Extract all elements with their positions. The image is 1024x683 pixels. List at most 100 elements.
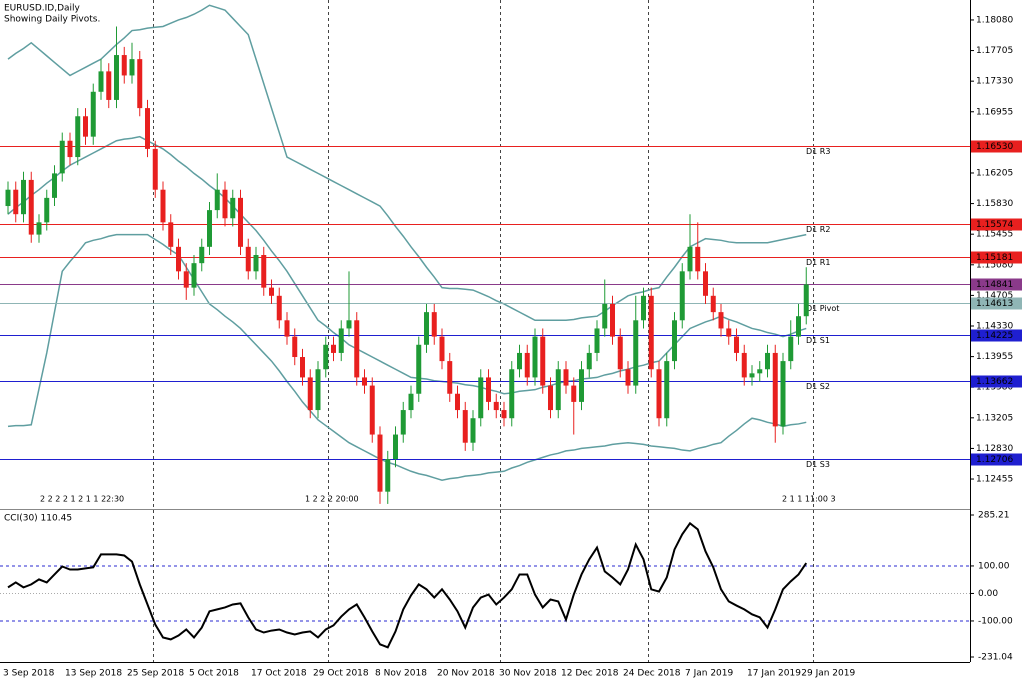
candle-body: [424, 312, 429, 345]
pivot-name: D1 S3: [806, 460, 830, 469]
candle-body: [284, 320, 290, 337]
candle-body: [362, 377, 367, 386]
candle-body: [431, 312, 437, 337]
candle-body: [540, 336, 546, 386]
band-lower: [7, 233, 807, 482]
bid-price-label: 1.14841: [976, 280, 1013, 290]
candle-body: [354, 320, 360, 378]
x-tick-label: 5 Oct 2018: [189, 669, 239, 679]
x-tick-label: 17 Oct 2018: [251, 669, 307, 679]
candle-body: [44, 197, 50, 223]
candle-body: [563, 369, 569, 386]
y-tick-label: 1.18080: [976, 15, 1013, 25]
candle-body: [610, 303, 615, 337]
x-tick-label: 25 Sep 2018: [127, 669, 184, 679]
y-tick-label: 1.17330: [976, 77, 1013, 87]
y-tick-label: 285.21: [978, 511, 1010, 521]
candle-body: [796, 316, 801, 337]
candle-body: [276, 295, 282, 321]
candle-body: [617, 336, 623, 370]
candle-body: [509, 369, 515, 419]
candle-body: [741, 352, 747, 378]
candle-body: [238, 197, 243, 247]
candle-body: [803, 284, 809, 317]
candle-body: [292, 336, 298, 358]
x-tick-label: 29 Oct 2018: [313, 669, 369, 679]
chart-subtitle: Showing Daily Pivots.: [4, 15, 100, 25]
pivot-price-box: [971, 251, 1022, 264]
candle-body: [416, 344, 422, 394]
candle-body: [114, 55, 119, 100]
candle-body: [695, 246, 701, 272]
candle-body: [548, 385, 553, 411]
candle-body: [183, 271, 189, 288]
pivot-price-box: [971, 375, 1022, 388]
candle-body: [571, 385, 577, 402]
candle-body: [214, 189, 220, 211]
candle-body: [749, 373, 755, 378]
y-tick-label: 1.16205: [976, 168, 1013, 178]
candle-body: [176, 246, 181, 272]
candle-body: [633, 320, 639, 386]
candle-body: [478, 377, 484, 419]
candle-body: [656, 369, 662, 419]
candle-body: [230, 197, 236, 219]
y-tick-label: 1.13580: [976, 383, 1013, 393]
cci-line: [7, 521, 808, 649]
candle-body: [75, 116, 81, 158]
candle-body: [679, 271, 685, 321]
candle-body: [393, 434, 398, 460]
candle-body: [594, 328, 600, 353]
candle-body: [106, 71, 112, 100]
x-tick-label: 12 Dec 2018: [561, 669, 619, 679]
candle-body: [734, 336, 739, 353]
timer-label: 2 1 1 11:00 3: [782, 495, 836, 504]
candle-body: [664, 361, 670, 419]
candle-body: [28, 179, 34, 235]
y-tick-label: 1.13955: [976, 352, 1013, 362]
candle-body: [67, 140, 73, 158]
candle-body: [400, 410, 406, 435]
candle-body: [455, 393, 460, 411]
candle-body: [532, 336, 538, 378]
y-tick-label: 1.12455: [976, 475, 1013, 485]
candle-body: [98, 71, 104, 92]
candle-body: [36, 222, 42, 235]
candle-body: [672, 320, 677, 362]
candle-body: [765, 352, 770, 370]
candle-body: [788, 336, 794, 362]
pivot-price-label: 1.15574: [976, 220, 1013, 230]
y-tick-label: 1.15830: [976, 199, 1013, 209]
y-tick-label: 1.12830: [976, 444, 1013, 454]
x-tick-label: 7 Jan 2019: [685, 669, 733, 679]
candle-body: [83, 116, 88, 137]
candle-body: [369, 385, 375, 435]
pivot-name: D1 S1: [806, 336, 830, 345]
candle-body: [160, 189, 166, 223]
candle-body: [586, 352, 592, 370]
candle-body: [338, 328, 344, 353]
chart-title: EURUSD.ID,Daily: [4, 4, 81, 14]
y-tick-label: 100.00: [978, 561, 1010, 571]
x-tick-label: 3 Sep 2018: [3, 669, 55, 679]
candle-body: [641, 295, 646, 321]
candle-body: [90, 91, 96, 137]
candle-body: [447, 361, 453, 394]
candle-body: [331, 344, 336, 353]
candle-body: [13, 189, 19, 215]
candle-body: [261, 255, 267, 288]
pivot-price-box: [971, 218, 1022, 231]
timer-label: 1 2 2 2 20:00: [305, 495, 359, 504]
candle-body: [780, 361, 786, 427]
candle-body: [408, 393, 414, 411]
pivot-price-label: 1.13662: [976, 377, 1013, 387]
candle-body: [5, 189, 11, 207]
candle-body: [129, 59, 135, 76]
y-tick-label: 0.00: [978, 589, 998, 599]
pivot-price-box: [971, 453, 1022, 466]
y-tick-label: 1.15455: [976, 230, 1013, 240]
pivot-price-label: 1.16530: [976, 142, 1013, 152]
candle-body: [245, 246, 251, 272]
candle-body: [462, 410, 468, 443]
